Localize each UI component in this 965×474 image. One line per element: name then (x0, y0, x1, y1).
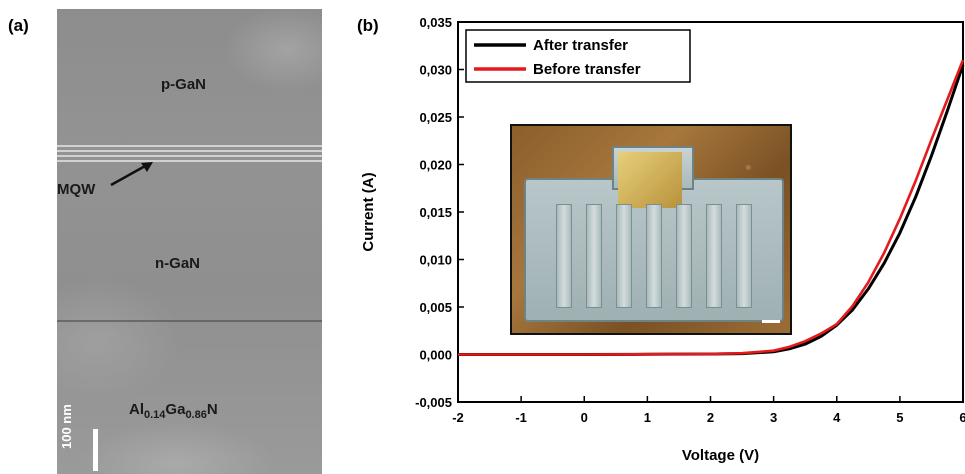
contact-finger (676, 204, 692, 308)
legend-entry: Before transfer (533, 61, 641, 78)
tem-micrograph: p-GaN MQW n-GaN Al0.14Ga0.86N 100 nm (57, 9, 322, 474)
x-tick-label: -1 (515, 410, 527, 425)
y-tick-label: 0,005 (419, 300, 452, 315)
panel-label-a: (a) (8, 16, 29, 35)
inset-scale-bar (762, 320, 780, 323)
layer-label-p-gan: p-GaN (161, 76, 206, 93)
y-tick-label: 0,020 (419, 158, 452, 173)
legend: After transfer Before transfer (465, 29, 691, 83)
contact-finger (706, 204, 722, 308)
series-group (458, 59, 965, 356)
mqw-arrow-icon (110, 162, 153, 187)
tem-texture (57, 9, 322, 474)
y-tick-label: 0,015 (419, 205, 452, 220)
y-tick-label: 0,030 (419, 63, 452, 78)
x-tick-label: -2 (452, 410, 464, 425)
x-axis-label: Voltage (V) (682, 447, 759, 464)
layer-label-algan: Al0.14Ga0.86N (129, 401, 218, 421)
x-tick-label: 1 (644, 410, 651, 425)
legend-box (465, 29, 691, 83)
legend-entry: After transfer (533, 37, 628, 54)
x-tick-label: 0 (581, 410, 588, 425)
scale-bar (93, 429, 98, 471)
y-tick-label: 0,010 (419, 253, 452, 268)
interface-line (57, 320, 322, 322)
mqw-line (57, 150, 322, 152)
x-tick-label: 2 (707, 410, 714, 425)
contact-finger (646, 204, 662, 308)
contact-finger (556, 204, 572, 308)
y-axis-label: Current (A) (360, 172, 377, 251)
x-tick-label: 4 (833, 410, 841, 425)
device-inset-photo (510, 124, 792, 335)
contact-finger (616, 204, 632, 308)
y-tick-label: 0,000 (419, 348, 452, 363)
mqw-line (57, 155, 322, 157)
x-tick-label: 6 (959, 410, 965, 425)
mqw-line (57, 160, 322, 162)
x-tick-label: 3 (770, 410, 777, 425)
contact-finger (736, 204, 752, 308)
series-line-before-transfer (458, 59, 965, 356)
layer-label-mqw: MQW (57, 181, 96, 198)
mqw-line (57, 145, 322, 147)
metal-contact (618, 152, 682, 208)
x-tick-label: 5 (896, 410, 903, 425)
y-tick-label: 0,025 (419, 110, 452, 125)
contact-finger (586, 204, 602, 308)
layer-label-n-gan: n-GaN (155, 255, 200, 272)
axes: -2 -1 0 1 2 3 4 5 6 -0,005 0,000 0,005 0,010 0,015 0,0… (360, 15, 965, 464)
y-tick-label: -0,005 (415, 395, 452, 410)
panel-label-b: (b) (357, 16, 379, 35)
y-tick-label: 0,035 (419, 15, 452, 30)
